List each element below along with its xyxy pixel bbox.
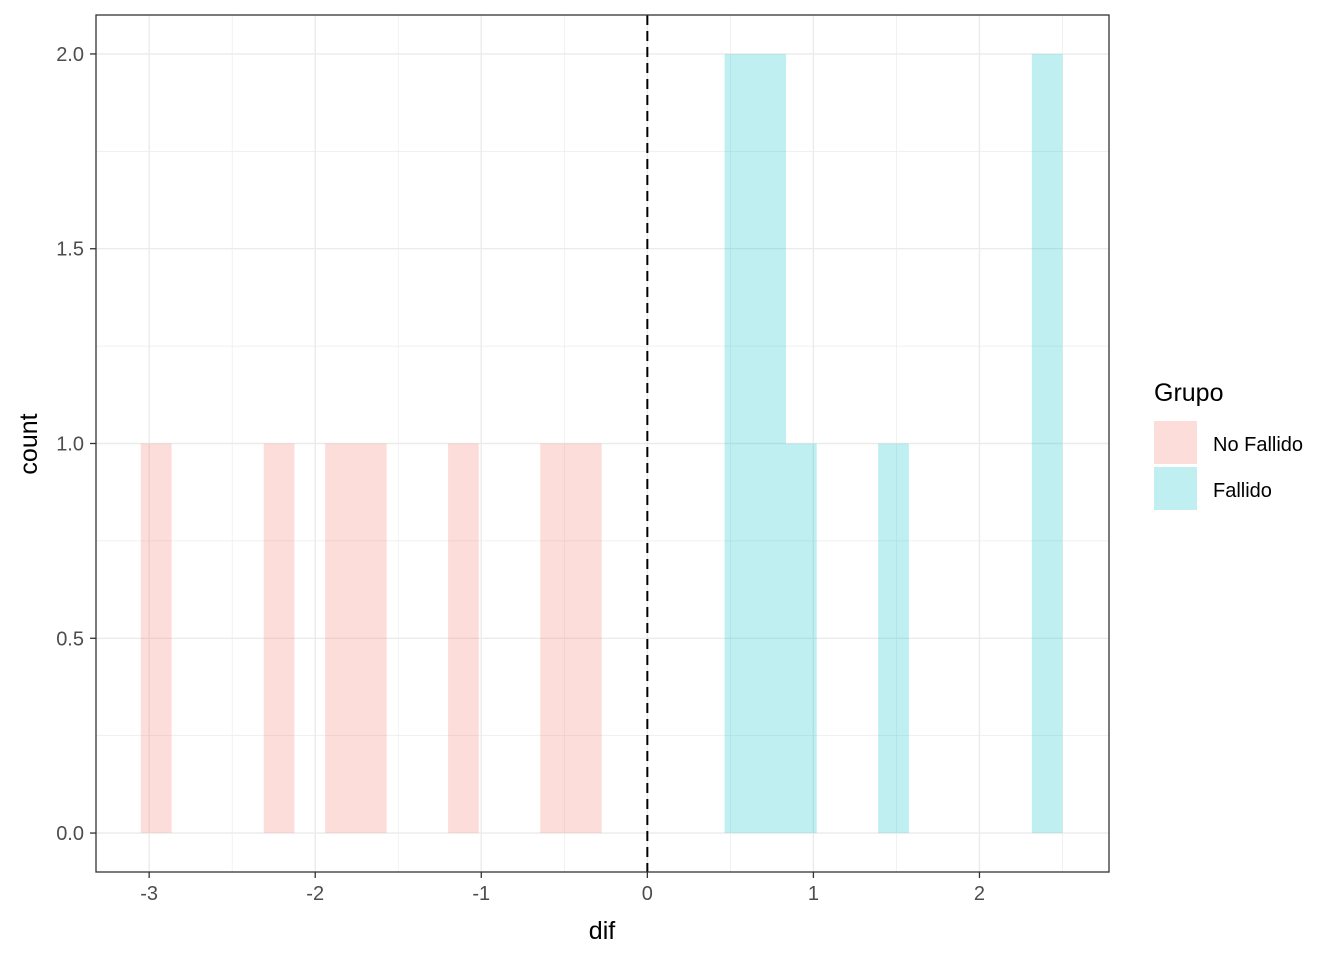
bar-fallido — [786, 443, 817, 834]
legend-key-fallido — [1154, 467, 1197, 510]
major-gridlines — [96, 15, 1109, 872]
x-axis-ticks: -3 -2 -1 0 1 2 — [140, 872, 985, 905]
x-tick-label: 2 — [974, 883, 985, 905]
legend-key-no-fallido — [1154, 421, 1197, 464]
bar-no-fallido — [570, 443, 602, 834]
y-tick-label: 0.0 — [56, 823, 84, 845]
bar-no-fallido — [140, 443, 172, 834]
x-tick-label: -2 — [306, 883, 324, 905]
bar-no-fallido — [263, 443, 295, 834]
y-axis-title: count — [15, 413, 43, 474]
legend: Grupo No Fallido Fallido — [1154, 379, 1303, 510]
y-tick-label: 1.0 — [56, 434, 84, 456]
legend-label-no-fallido: No Fallido — [1213, 434, 1303, 456]
y-tick-label: 2.0 — [56, 44, 84, 66]
legend-title: Grupo — [1154, 379, 1223, 407]
bar-fallido — [724, 53, 756, 834]
bar-no-fallido — [355, 443, 387, 834]
y-axis-ticks: 0.0 0.5 1.0 1.5 2.0 — [56, 44, 96, 845]
y-tick-label: 1.5 — [56, 239, 84, 261]
legend-label-fallido: Fallido — [1213, 480, 1272, 502]
histogram-bars — [140, 53, 1063, 834]
bar-fallido — [878, 443, 909, 834]
x-tick-label: -3 — [140, 883, 158, 905]
x-tick-label: 0 — [642, 883, 653, 905]
x-tick-label: 1 — [808, 883, 819, 905]
bar-no-fallido — [325, 443, 356, 834]
y-tick-label: 0.5 — [56, 628, 84, 650]
bar-no-fallido — [540, 443, 571, 834]
x-tick-label: -1 — [472, 883, 490, 905]
bar-fallido — [755, 53, 787, 834]
x-axis-title: dif — [589, 917, 615, 945]
bar-no-fallido — [448, 443, 479, 834]
bar-fallido — [1031, 53, 1063, 834]
